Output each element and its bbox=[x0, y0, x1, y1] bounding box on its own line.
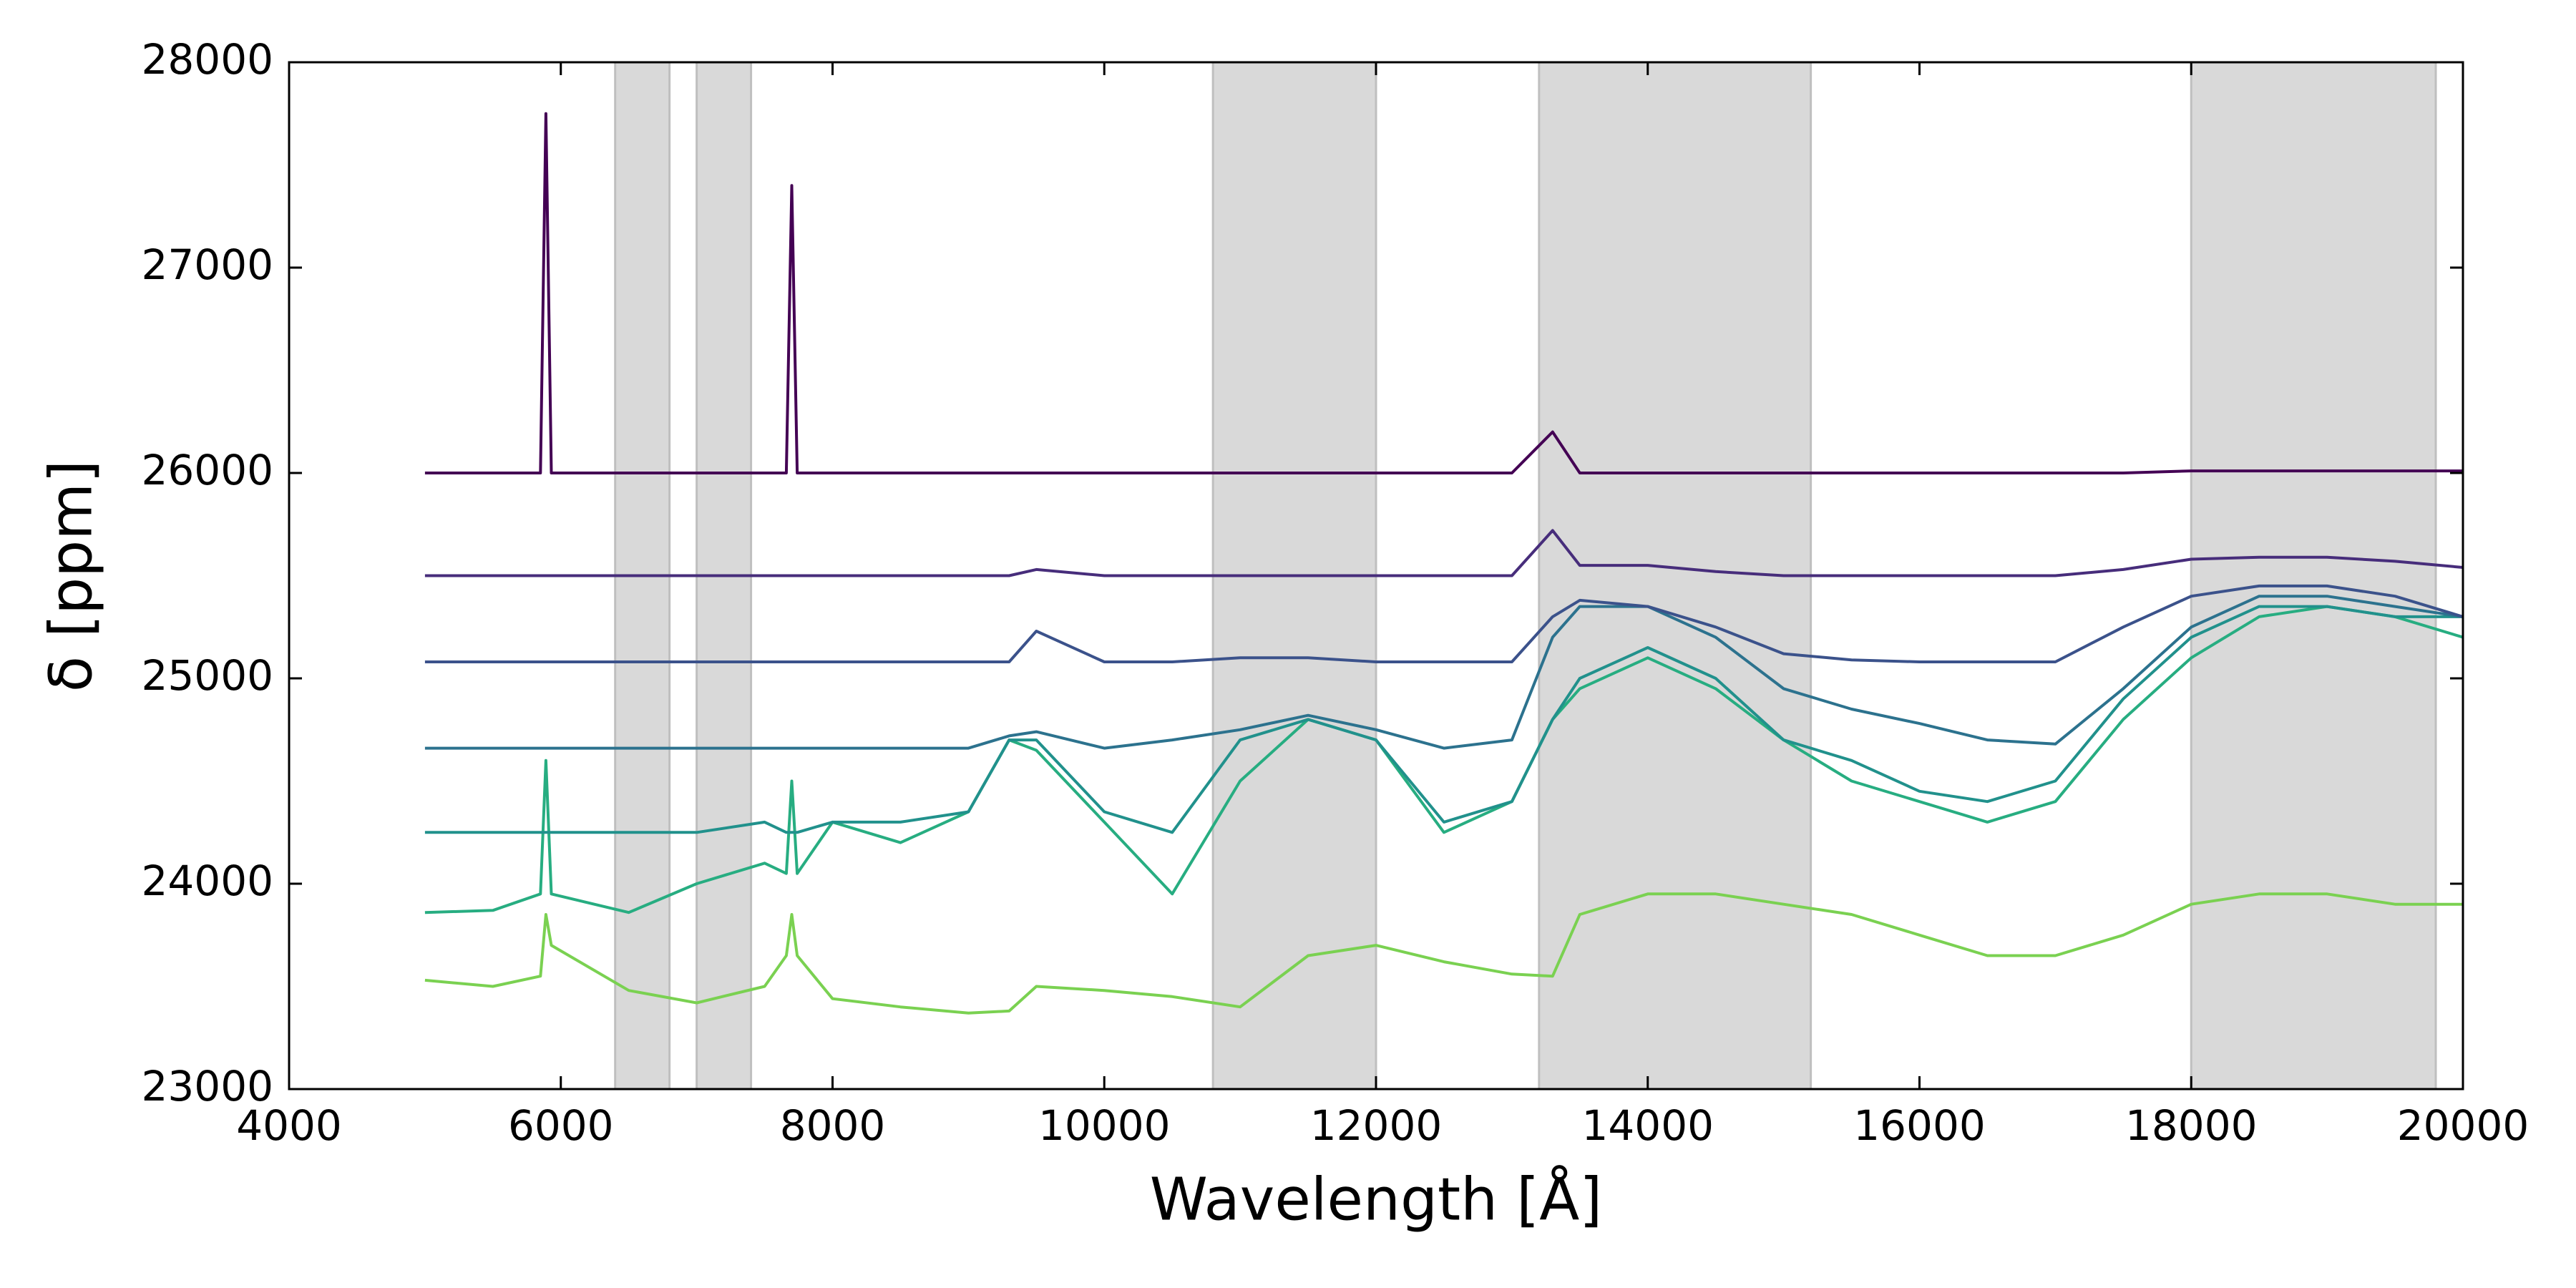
y-tick-label: 24000 bbox=[141, 857, 273, 905]
y-tick-label: 28000 bbox=[141, 35, 273, 84]
x-tick-label: 12000 bbox=[1310, 1101, 1443, 1150]
x-axis-label: Wavelength [Å] bbox=[1150, 1165, 1603, 1234]
y-tick-label: 25000 bbox=[141, 651, 273, 700]
x-tick-label: 8000 bbox=[780, 1101, 886, 1150]
x-tick-label: 14000 bbox=[1581, 1101, 1714, 1150]
series-line bbox=[424, 605, 2464, 914]
y-tick-label: 27000 bbox=[141, 240, 273, 289]
series-line bbox=[424, 529, 2464, 577]
shaded-region bbox=[2190, 61, 2437, 1091]
x-tick-label: 18000 bbox=[2125, 1101, 2258, 1150]
series-line bbox=[424, 605, 2463, 834]
y-axis-label: δ [ppm] bbox=[37, 460, 105, 692]
x-tick-label: 10000 bbox=[1038, 1101, 1171, 1150]
x-tick-label: 16000 bbox=[1853, 1101, 1986, 1150]
series-line bbox=[424, 892, 2463, 1015]
x-tick-label: 6000 bbox=[508, 1101, 614, 1150]
series-line bbox=[424, 584, 2464, 663]
x-tick-label: 20000 bbox=[2397, 1101, 2529, 1150]
y-tick-label: 23000 bbox=[141, 1062, 273, 1111]
plot-area bbox=[424, 61, 2464, 1091]
x-tick-label: 4000 bbox=[236, 1101, 342, 1150]
series-line bbox=[424, 112, 2463, 474]
y-tick-label: 26000 bbox=[141, 446, 273, 494]
series-line bbox=[424, 595, 2464, 750]
